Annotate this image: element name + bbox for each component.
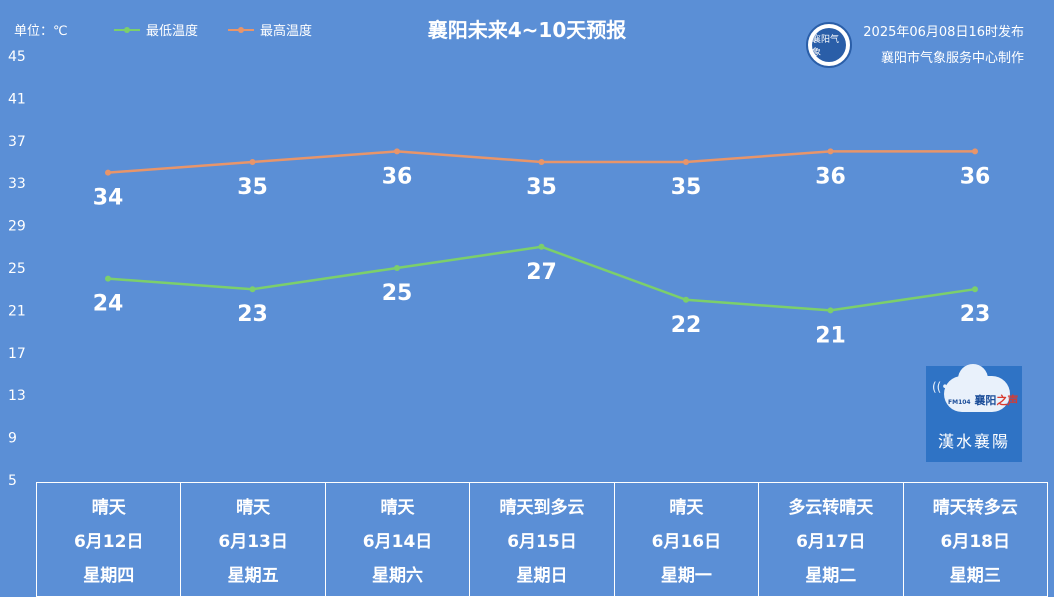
low-temp-point xyxy=(249,286,256,293)
station-frequency: FM104 xyxy=(948,399,971,406)
forecast-day: 晴天 6月14日 星期六 xyxy=(326,483,471,596)
date-text: 6月15日 xyxy=(507,531,577,552)
y-tick-label: 5 xyxy=(8,473,17,489)
low-line-swatch-icon xyxy=(114,26,140,33)
forecast-day: 晴天 6月12日 星期四 xyxy=(37,483,182,596)
publish-info: 2025年06月08日16时发布 襄阳市气象服务中心制作 xyxy=(863,20,1024,72)
high-temp-label: 36 xyxy=(382,164,413,189)
logo-text: 襄阳气象 xyxy=(812,28,846,62)
low-temp-point xyxy=(394,265,400,271)
low-temp-point xyxy=(972,286,978,293)
low-temp-label: 21 xyxy=(815,323,846,348)
weather-text: 晴天 xyxy=(669,498,704,519)
y-tick-label: 33 xyxy=(8,176,26,192)
brand-text: 漢水襄陽 xyxy=(937,432,1010,451)
publisher: 襄阳市气象服务中心制作 xyxy=(880,51,1024,66)
high-temp-label: 35 xyxy=(526,175,557,200)
weather-text: 晴天 xyxy=(380,498,415,519)
high-temp-label: 35 xyxy=(671,175,702,200)
high-temp-point xyxy=(249,159,256,165)
forecast-day: 晴天到多云 6月15日 星期日 xyxy=(470,483,615,596)
low-temp-label: 24 xyxy=(93,292,124,317)
low-temp-point xyxy=(683,296,689,303)
low-temp-label: 23 xyxy=(960,302,991,327)
weather-text: 晴天 xyxy=(236,498,271,519)
radio-station-badge: ((• FM104 襄阳之声 漢水襄陽 xyxy=(926,364,1022,462)
y-tick-label: 45 xyxy=(8,49,26,65)
low-temp-point xyxy=(538,243,545,250)
legend-item-low: 最低温度 xyxy=(114,20,198,39)
high-temp-point xyxy=(105,169,111,176)
high-temp-point xyxy=(538,159,545,165)
weekday-text: 星期日 xyxy=(516,565,568,586)
y-tick-label: 41 xyxy=(8,91,26,107)
station-name-b: 之声 xyxy=(996,394,1019,407)
weather-text: 晴天转多云 xyxy=(932,498,1018,519)
date-text: 6月13日 xyxy=(218,531,288,552)
high-line-swatch-icon xyxy=(228,26,254,33)
low-temp-label: 25 xyxy=(382,281,413,306)
y-tick-label: 17 xyxy=(8,346,26,362)
y-tick-label: 25 xyxy=(8,261,26,277)
forecast-day: 晴天 6月16日 星期一 xyxy=(615,483,760,596)
forecast-day: 多云转晴天 6月17日 星期二 xyxy=(759,483,904,596)
y-axis: 45 41 37 33 29 25 21 17 13 9 5 xyxy=(8,49,26,489)
legend-label-high: 最高温度 xyxy=(260,24,313,39)
date-text: 6月18日 xyxy=(940,531,1010,552)
weekday-text: 星期一 xyxy=(660,565,712,586)
weekday-text: 星期六 xyxy=(372,565,424,586)
weather-text: 晴天 xyxy=(91,498,126,519)
cloud-icon xyxy=(944,364,1010,412)
high-temp-label: 35 xyxy=(237,175,268,200)
low-temp-label: 22 xyxy=(671,313,702,338)
weekday-text: 星期二 xyxy=(805,565,857,586)
forecast-day: 晴天 6月13日 星期五 xyxy=(181,483,326,596)
high-temp-point xyxy=(394,148,400,155)
weekday-text: 星期五 xyxy=(227,565,279,586)
date-text: 6月12日 xyxy=(73,531,144,552)
low-temp-label: 27 xyxy=(526,260,557,285)
weather-bureau-logo-icon: 襄阳气象 xyxy=(806,22,852,68)
low-temp-label: 23 xyxy=(237,302,268,327)
high-temp-point xyxy=(827,148,834,155)
weather-text: 多云转晴天 xyxy=(788,498,874,519)
date-text: 6月17日 xyxy=(796,531,866,552)
station-name: FM104 襄阳之声 xyxy=(948,392,1018,408)
date-text: 6月14日 xyxy=(362,531,433,552)
weekday-text: 星期四 xyxy=(83,565,135,586)
high-temp-point xyxy=(972,148,978,155)
y-tick-label: 21 xyxy=(8,303,26,319)
y-tick-label: 37 xyxy=(8,134,26,150)
weather-text: 晴天到多云 xyxy=(499,498,585,519)
y-tick-label: 13 xyxy=(8,388,26,404)
low-temp-point xyxy=(827,307,834,314)
high-temp-label: 36 xyxy=(960,164,991,189)
y-tick-label: 29 xyxy=(8,219,26,235)
high-temp-point xyxy=(683,159,689,165)
forecast-day: 晴天转多云 6月18日 星期三 xyxy=(904,483,1047,596)
legend-item-high: 最高温度 xyxy=(228,20,312,39)
weekday-text: 星期三 xyxy=(949,565,1001,586)
series-layer: 24 23 25 27 22 21 23 34 35 36 35 35 36 36 xyxy=(93,148,991,348)
legend-label-low: 最低温度 xyxy=(146,24,199,39)
high-temp-label: 34 xyxy=(93,186,124,211)
forecast-table: 晴天 6月12日 星期四 晴天 6月13日 星期五 晴天 6月14日 星期六 晴… xyxy=(36,482,1048,597)
station-name-a: 襄阳 xyxy=(974,394,997,407)
unit-label: 单位：℃ xyxy=(14,24,68,39)
date-text: 6月16日 xyxy=(651,531,722,552)
y-tick-label: 9 xyxy=(8,431,17,447)
high-temp-label: 36 xyxy=(815,164,846,189)
low-temp-point xyxy=(105,275,111,282)
publish-time: 2025年06月08日16时发布 xyxy=(863,25,1024,40)
